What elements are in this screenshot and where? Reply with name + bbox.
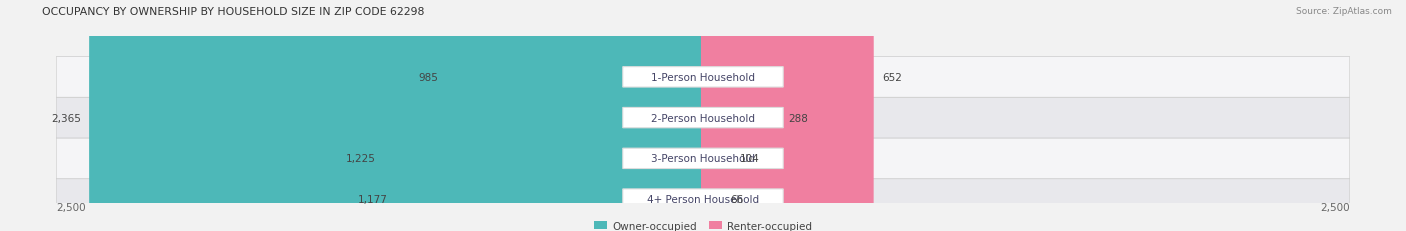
Text: 104: 104 [740,154,761,164]
FancyBboxPatch shape [702,0,723,231]
FancyBboxPatch shape [384,0,704,231]
FancyBboxPatch shape [56,138,1350,179]
FancyBboxPatch shape [623,108,783,128]
Text: 2,500: 2,500 [56,202,86,213]
Legend: Owner-occupied, Renter-occupied: Owner-occupied, Renter-occupied [591,216,815,231]
Text: 1,225: 1,225 [346,154,375,164]
Text: 2,500: 2,500 [1320,202,1350,213]
FancyBboxPatch shape [396,0,704,231]
FancyBboxPatch shape [623,149,783,169]
FancyBboxPatch shape [446,0,704,231]
Text: 985: 985 [418,73,437,82]
FancyBboxPatch shape [56,57,1350,98]
Text: 2,365: 2,365 [51,113,80,123]
Text: 2-Person Household: 2-Person Household [651,113,755,123]
FancyBboxPatch shape [623,67,783,88]
Text: OCCUPANCY BY OWNERSHIP BY HOUSEHOLD SIZE IN ZIP CODE 62298: OCCUPANCY BY OWNERSHIP BY HOUSEHOLD SIZE… [42,7,425,17]
Text: 652: 652 [882,73,901,82]
FancyBboxPatch shape [702,0,873,231]
Text: 66: 66 [731,194,744,204]
FancyBboxPatch shape [89,0,704,231]
FancyBboxPatch shape [702,0,733,231]
FancyBboxPatch shape [56,98,1350,138]
FancyBboxPatch shape [623,189,783,209]
FancyBboxPatch shape [702,0,779,231]
Text: 1,177: 1,177 [359,194,388,204]
Text: 3-Person Household: 3-Person Household [651,154,755,164]
Text: 4+ Person Household: 4+ Person Household [647,194,759,204]
FancyBboxPatch shape [56,179,1350,219]
Text: 1-Person Household: 1-Person Household [651,73,755,82]
Text: 288: 288 [787,113,807,123]
Text: Source: ZipAtlas.com: Source: ZipAtlas.com [1296,7,1392,16]
